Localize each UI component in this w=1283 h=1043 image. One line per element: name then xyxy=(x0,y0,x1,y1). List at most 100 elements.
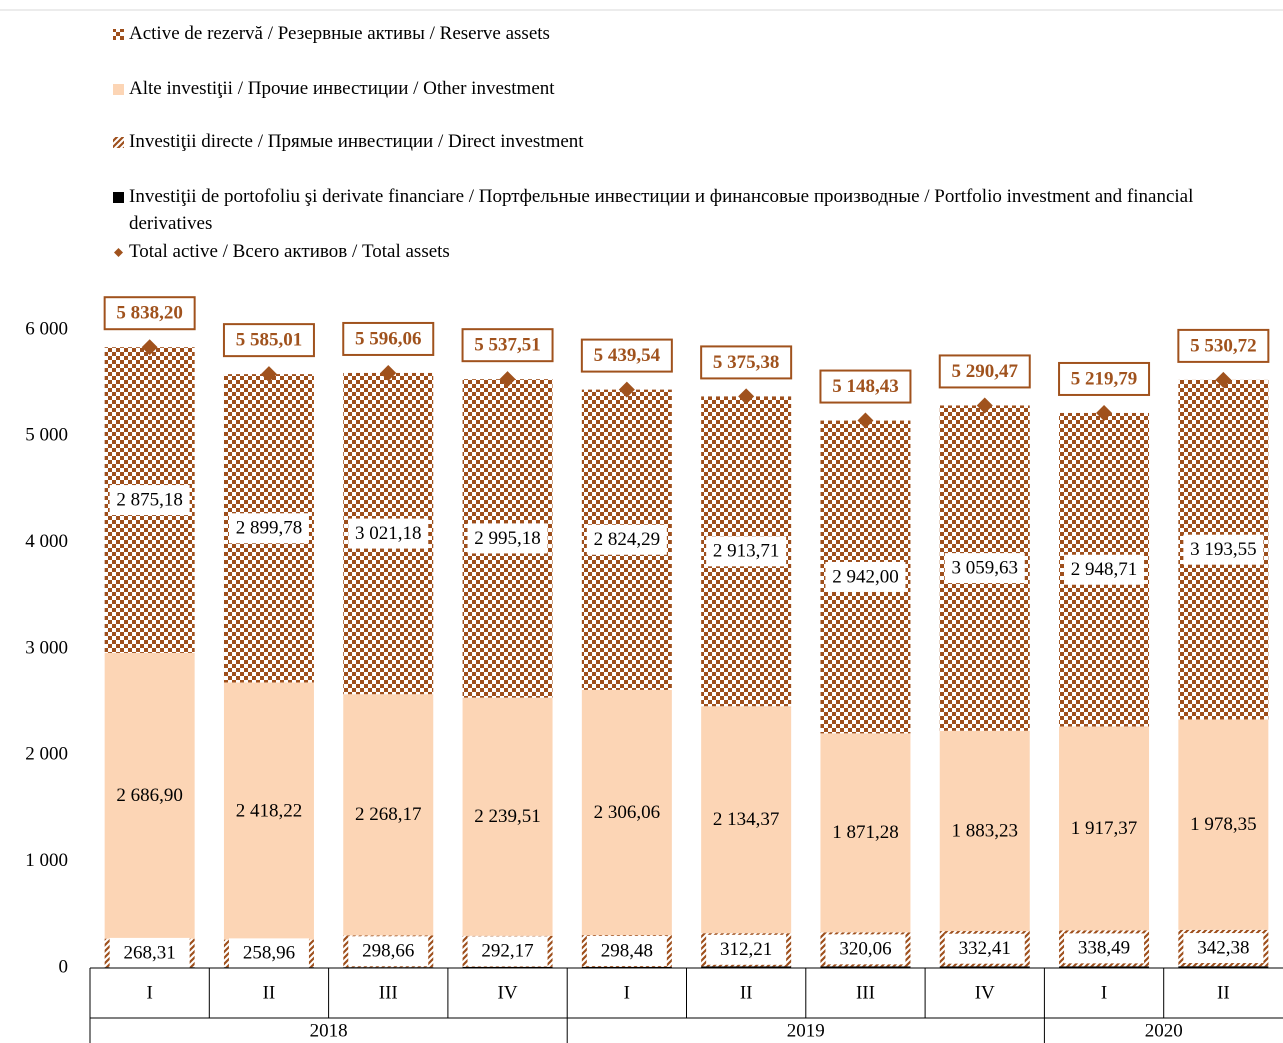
data-label: 2 942,00 xyxy=(832,566,899,587)
legend-marker xyxy=(114,248,123,257)
legend-label: Active de rezervă / Резервные активы / R… xyxy=(129,23,550,44)
bar-segment xyxy=(701,966,792,968)
total-label-box xyxy=(938,354,1031,389)
total-label: 5 439,54 xyxy=(594,345,661,366)
data-label: 1 978,35 xyxy=(1190,814,1257,835)
label-box xyxy=(467,523,548,554)
total-label: 5 537,51 xyxy=(474,335,541,356)
total-label-box xyxy=(461,328,554,363)
label-box xyxy=(706,934,787,965)
data-label: 2 948,71 xyxy=(1071,559,1138,580)
label-box xyxy=(944,553,1025,584)
x-tick-label: II xyxy=(263,982,276,1003)
label-box xyxy=(348,518,429,549)
total-marker xyxy=(1215,371,1232,388)
data-label: 2 268,17 xyxy=(355,804,422,825)
total-label: 5 838,20 xyxy=(116,303,183,324)
bar-segment xyxy=(1059,966,1150,968)
bar-segment xyxy=(939,966,1030,968)
total-label-box xyxy=(700,345,793,380)
data-label: 2 134,37 xyxy=(713,809,780,830)
data-label: 3 021,18 xyxy=(355,523,422,544)
total-label: 5 375,38 xyxy=(713,352,780,373)
label-box xyxy=(467,936,548,967)
label-box xyxy=(1064,554,1145,585)
x-tick-label: IV xyxy=(498,982,518,1003)
label-box xyxy=(706,536,787,567)
bar-segment xyxy=(1178,719,1269,930)
label-box xyxy=(109,937,190,968)
data-label: 3 059,63 xyxy=(952,557,1019,578)
total-label-box xyxy=(1058,361,1151,396)
bar-segment xyxy=(820,966,911,968)
total-label-box xyxy=(222,323,315,358)
total-marker xyxy=(141,339,158,356)
data-label: 312,21 xyxy=(720,939,772,960)
label-box xyxy=(348,936,429,967)
bar-segment xyxy=(343,694,434,936)
legend-marker xyxy=(113,192,124,203)
legend-entry: Alte investiţii / Прочие инвестиции / Ot… xyxy=(112,75,555,102)
x-tick-label: IV xyxy=(975,982,995,1003)
legend-swatch xyxy=(113,84,124,95)
total-label: 5 530,72 xyxy=(1190,335,1257,356)
bar-segment xyxy=(1059,726,1150,931)
legend-marker xyxy=(113,29,124,40)
data-label: 2 306,06 xyxy=(594,802,661,823)
x-tick-label: III xyxy=(379,982,398,1003)
x-tick-label: I xyxy=(624,982,630,1003)
bar-segment xyxy=(581,966,672,968)
group-label: 2019 xyxy=(787,1020,825,1041)
data-label: 298,48 xyxy=(601,940,653,961)
x-tick-label: II xyxy=(1217,982,1230,1003)
label-box xyxy=(825,934,906,965)
data-label: 320,06 xyxy=(839,939,891,960)
y-tick-label: 6 000 xyxy=(25,318,68,339)
total-marker xyxy=(1096,404,1113,421)
y-tick-label: 1 000 xyxy=(25,850,68,871)
legend-swatch xyxy=(113,137,124,148)
legend-entry: Investiţii de portofoliu şi derivate fin… xyxy=(112,183,1197,237)
legend-label: Total active / Всего активов / Total ass… xyxy=(129,241,450,262)
label-box xyxy=(825,561,906,592)
data-label: 332,41 xyxy=(959,938,1011,959)
total-marker xyxy=(380,364,397,381)
legend-diamond xyxy=(114,248,123,257)
total-label-box xyxy=(342,321,435,356)
legend-entry: Total active / Всего активов / Total ass… xyxy=(112,238,450,265)
total-label: 5 596,06 xyxy=(355,328,422,349)
legend-marker xyxy=(113,137,124,148)
bar-segment xyxy=(104,652,195,939)
data-label: 1 917,37 xyxy=(1071,818,1138,839)
data-label: 258,96 xyxy=(243,943,295,964)
data-label: 2 913,71 xyxy=(713,541,780,562)
data-label: 2 686,90 xyxy=(116,785,183,806)
total-label: 5 585,01 xyxy=(236,329,303,350)
y-tick-label: 2 000 xyxy=(25,744,68,765)
label-box xyxy=(228,513,309,544)
label-box xyxy=(1183,933,1264,964)
bar-segment xyxy=(581,689,672,936)
bar-segment xyxy=(223,682,314,940)
x-tick-label: II xyxy=(740,982,753,1003)
x-tick-label: I xyxy=(1101,982,1107,1003)
data-label: 2 239,51 xyxy=(474,806,541,827)
label-box xyxy=(1064,933,1145,964)
total-label-box xyxy=(819,369,912,404)
bar-segment xyxy=(820,733,911,933)
bar-segment xyxy=(1178,966,1269,968)
total-marker xyxy=(857,412,874,429)
bar-segment xyxy=(939,730,1030,932)
legend-label: Alte investiţii / Прочие инвестиции / Ot… xyxy=(129,78,555,99)
total-marker xyxy=(976,397,993,414)
group-label: 2018 xyxy=(310,1020,348,1041)
data-label: 2 824,29 xyxy=(594,529,661,550)
data-label: 2 995,18 xyxy=(474,528,541,549)
total-marker xyxy=(260,366,277,383)
legend-label: Investiţii directe / Прямые инвестиции /… xyxy=(129,131,584,152)
total-label-box xyxy=(103,296,196,331)
data-label: 268,31 xyxy=(124,942,176,963)
legend-entry: Active de rezervă / Резервные активы / R… xyxy=(112,20,550,47)
